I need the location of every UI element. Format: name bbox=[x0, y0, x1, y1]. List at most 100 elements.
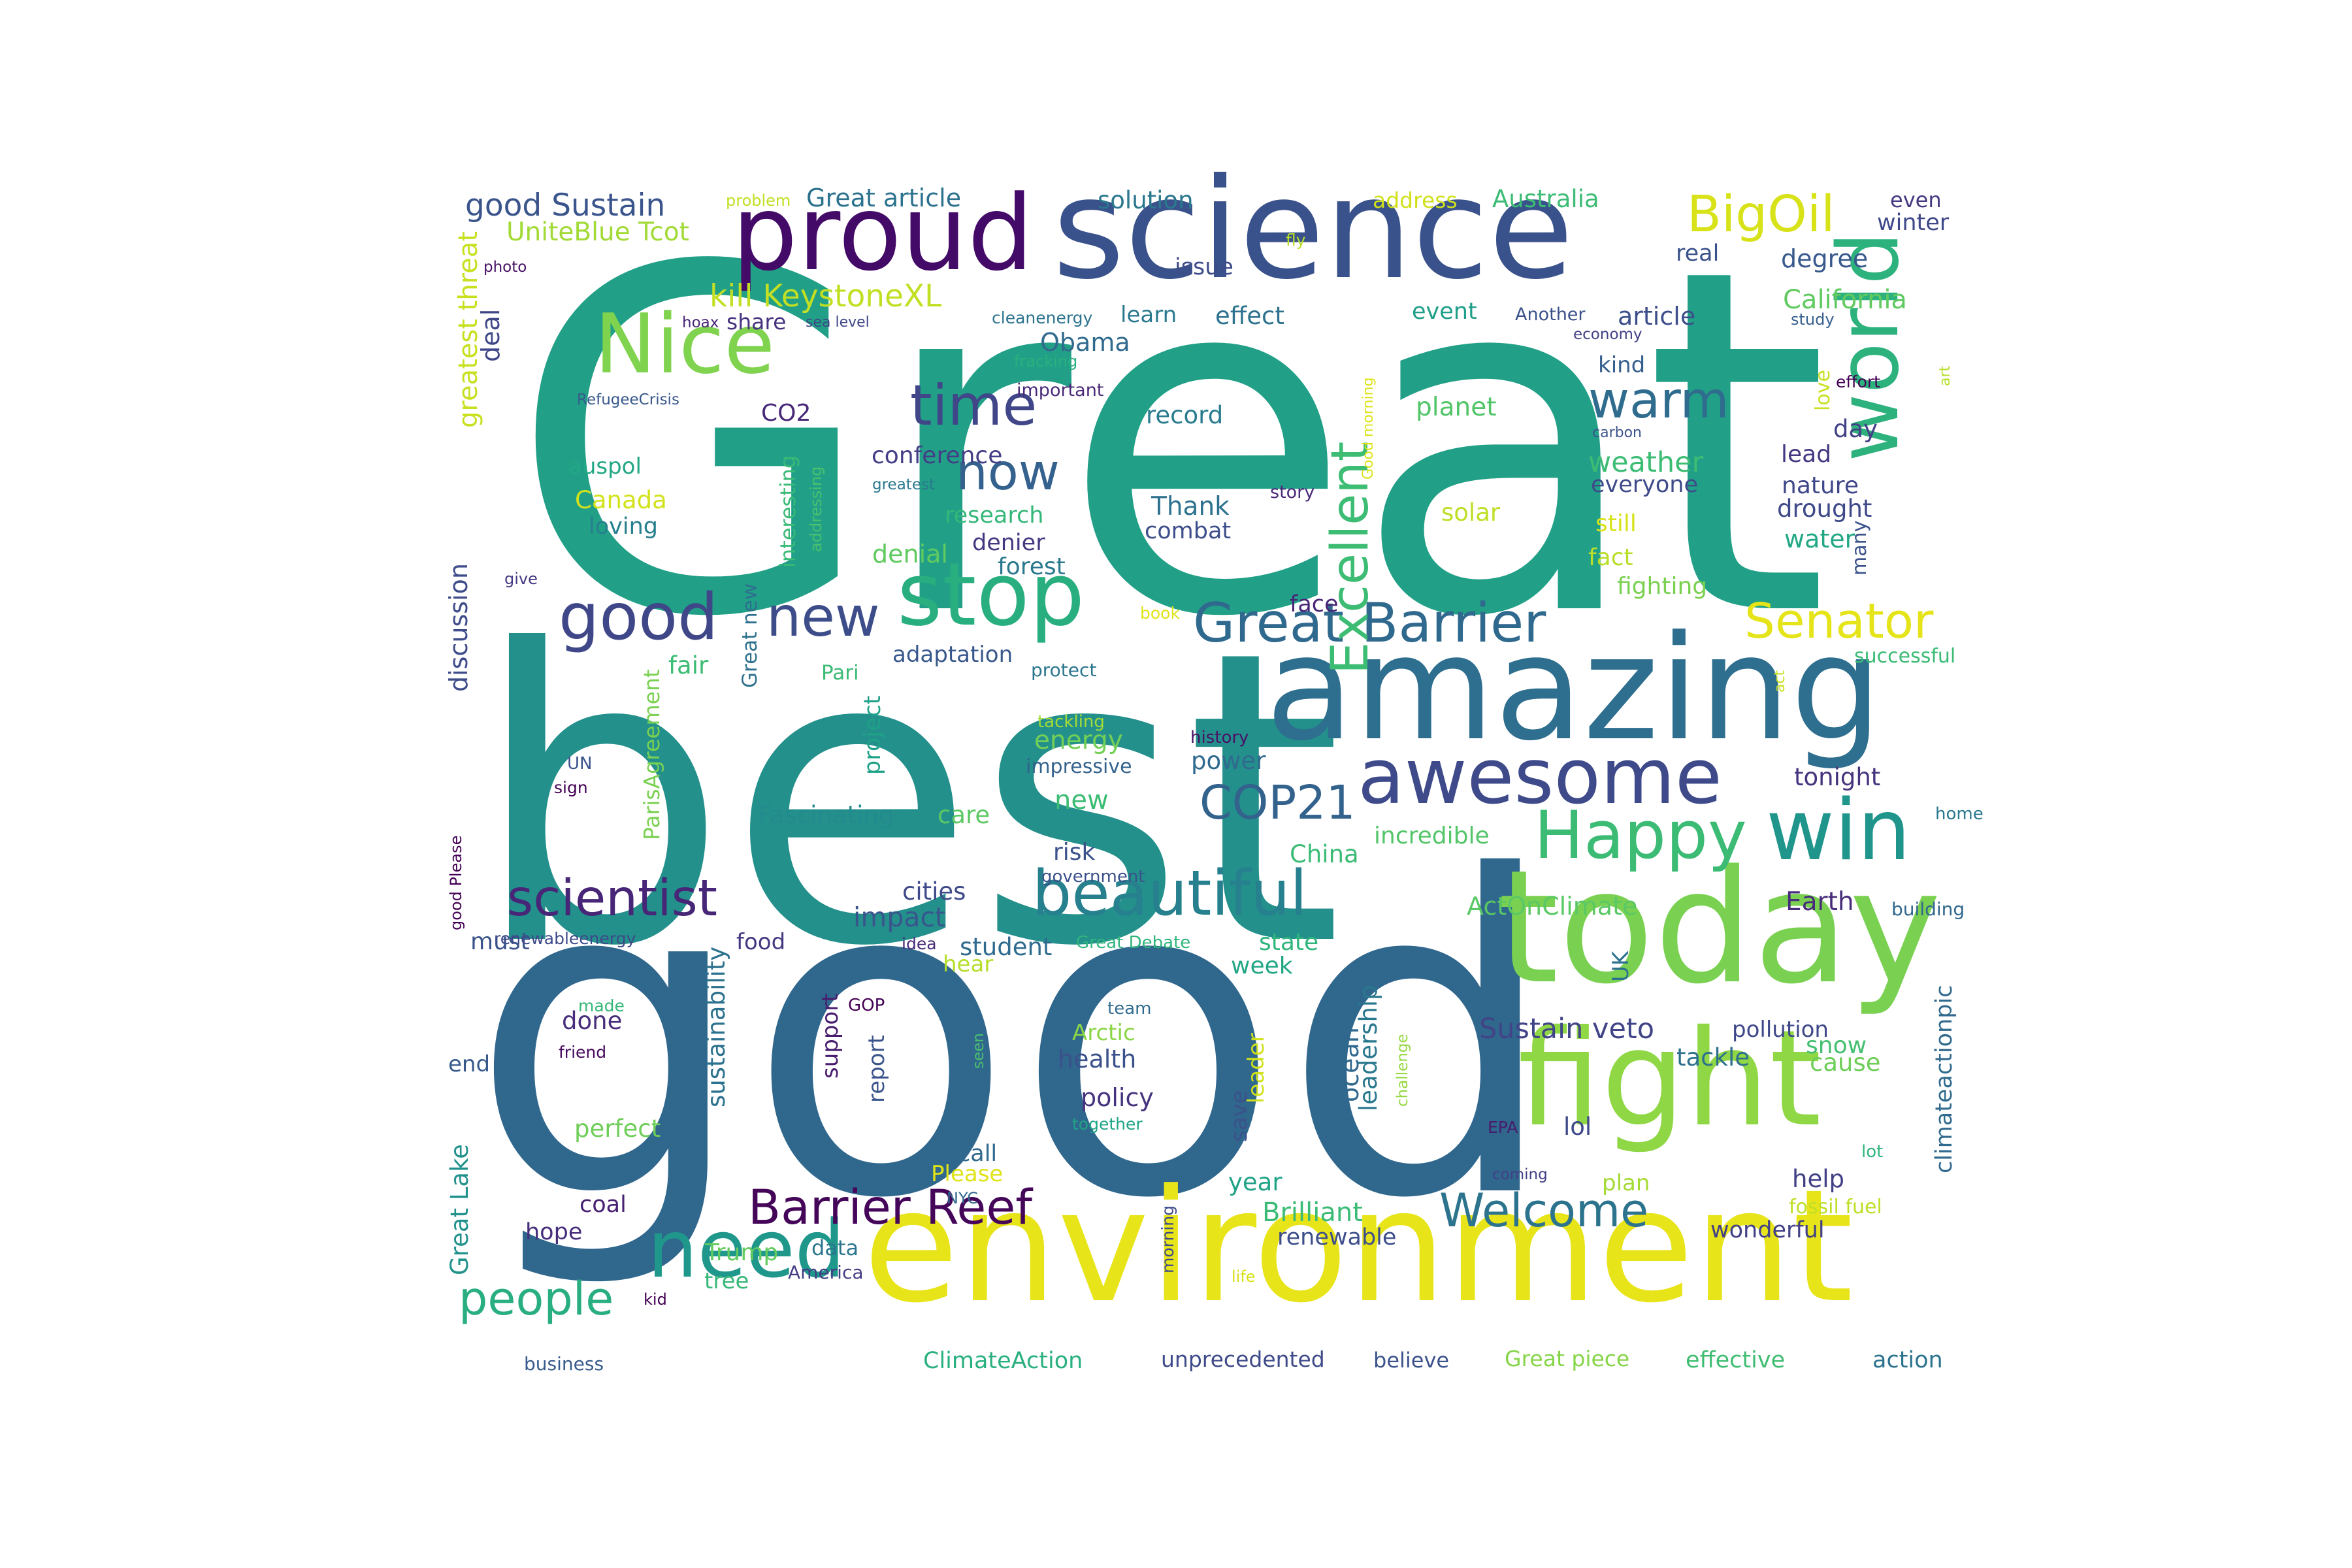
cloud-word: effective bbox=[1686, 1347, 1786, 1373]
cloud-word: Arctic bbox=[1072, 1020, 1135, 1046]
cloud-word: weather bbox=[1588, 446, 1704, 479]
cloud-word: Barrier Reef bbox=[748, 1180, 1032, 1235]
cloud-word: degree bbox=[1781, 244, 1869, 273]
cloud-word: good bbox=[559, 580, 719, 655]
cloud-word: believe bbox=[1373, 1348, 1450, 1373]
cloud-word: climateactionpic bbox=[1931, 985, 1957, 1174]
cloud-word: UniteBlue Tcot bbox=[506, 218, 689, 247]
cloud-word: week bbox=[1231, 953, 1293, 979]
cloud-word: issue bbox=[1175, 254, 1233, 280]
cloud-word: kid bbox=[644, 1290, 667, 1309]
cloud-word: power bbox=[1191, 747, 1266, 775]
cloud-word: sea level bbox=[806, 314, 870, 331]
cloud-word: year bbox=[1228, 1168, 1282, 1196]
cloud-word: good bbox=[470, 785, 1560, 1294]
cloud-word: research bbox=[945, 502, 1044, 529]
cloud-word: incredible bbox=[1374, 823, 1490, 849]
cloud-word: energy bbox=[1034, 726, 1123, 755]
cloud-word: winter bbox=[1877, 210, 1950, 236]
cloud-word: team bbox=[1107, 999, 1152, 1019]
cloud-word: business bbox=[524, 1353, 604, 1375]
cloud-word: Welcome bbox=[1439, 1184, 1649, 1237]
cloud-word: stop bbox=[897, 545, 1085, 645]
cloud-word: lot bbox=[1861, 1142, 1884, 1162]
cloud-word: now bbox=[956, 444, 1060, 502]
cloud-word: photo bbox=[483, 259, 527, 276]
cloud-word: economy bbox=[1573, 326, 1642, 343]
cloud-word: RefugeeCrisis bbox=[577, 391, 679, 408]
cloud-word: nature bbox=[1782, 472, 1859, 499]
cloud-word: CO2 bbox=[761, 400, 811, 427]
cloud-word: ParisAgreement bbox=[639, 669, 664, 840]
cloud-word: BigOil bbox=[1687, 186, 1835, 244]
cloud-word: Another bbox=[1515, 304, 1586, 325]
cloud-word: learn bbox=[1120, 302, 1177, 328]
cloud-word: pollution bbox=[1732, 1017, 1829, 1043]
cloud-word: building bbox=[1891, 898, 1965, 920]
cloud-word: Sustain veto bbox=[1479, 1013, 1655, 1045]
cloud-word: act bbox=[1772, 670, 1788, 693]
cloud-word: beautiful bbox=[1032, 858, 1307, 930]
cloud-word: science bbox=[1053, 148, 1574, 310]
cloud-word: Trump bbox=[705, 1239, 779, 1266]
cloud-word: Great Debate bbox=[1076, 933, 1191, 953]
cloud-word: must bbox=[470, 928, 530, 955]
cloud-word: Australia bbox=[1492, 185, 1599, 213]
cloud-word: tonight bbox=[1794, 763, 1881, 791]
cloud-word: effort bbox=[1836, 372, 1880, 391]
cloud-word: morning bbox=[1158, 1205, 1177, 1273]
cloud-word: environment bbox=[863, 1156, 1854, 1337]
cloud-word: good Sustain bbox=[465, 188, 666, 223]
cloud-word: problem bbox=[726, 191, 791, 210]
cloud-word: win bbox=[1766, 782, 1911, 879]
cloud-word: action bbox=[1872, 1347, 1943, 1373]
cloud-word: Canada bbox=[575, 486, 667, 514]
cloud-word: day bbox=[1833, 415, 1878, 443]
cloud-word: tree bbox=[704, 1268, 749, 1294]
cloud-word: UN bbox=[567, 754, 593, 774]
cloud-word: plan bbox=[1602, 1170, 1650, 1196]
cloud-word: Please bbox=[931, 1161, 1004, 1187]
cloud-word: everyone bbox=[1591, 472, 1699, 498]
cloud-word: fly bbox=[1286, 231, 1306, 250]
cloud-word: Great article bbox=[806, 184, 962, 212]
cloud-word: fight bbox=[1518, 1002, 1821, 1156]
cloud-word: state bbox=[1259, 929, 1319, 956]
cloud-word: best bbox=[472, 566, 1343, 1034]
cloud-word: care bbox=[938, 801, 990, 829]
cloud-word: cause bbox=[1810, 1049, 1881, 1077]
cloud-word: carbon bbox=[1592, 425, 1642, 441]
cloud-word: fighting bbox=[1617, 573, 1708, 600]
cloud-word: China bbox=[1290, 840, 1359, 868]
cloud-word: Obama bbox=[1040, 328, 1130, 357]
cloud-word: greatest threat bbox=[453, 231, 483, 429]
cloud-word: amazing bbox=[1266, 605, 1882, 773]
cloud-word: awesome bbox=[1358, 732, 1722, 821]
cloud-word: end bbox=[448, 1051, 491, 1077]
cloud-word: still bbox=[1595, 510, 1637, 537]
cloud-word: tackling bbox=[1037, 712, 1105, 732]
cloud-word: adaptation bbox=[892, 642, 1013, 668]
cloud-word: report bbox=[864, 1035, 890, 1103]
cloud-word: renewable bbox=[1277, 1224, 1397, 1250]
cloud-word: denial bbox=[872, 540, 948, 568]
cloud-word: kill KeystoneXL bbox=[710, 278, 942, 314]
cloud-word: renewableenergy bbox=[494, 929, 636, 948]
cloud-word: event bbox=[1412, 299, 1477, 325]
cloud-word: good Please bbox=[447, 836, 465, 931]
cloud-word: risk bbox=[1053, 839, 1096, 866]
cloud-word: sustainability bbox=[702, 947, 730, 1108]
cloud-word: coming bbox=[1492, 1166, 1548, 1183]
cloud-word: coal bbox=[580, 1192, 627, 1218]
cloud-word: greatest bbox=[872, 476, 935, 493]
cloud-word: successful bbox=[1854, 645, 1956, 668]
cloud-word: call bbox=[958, 1141, 998, 1167]
cloud-word: lead bbox=[1781, 441, 1832, 468]
cloud-word: impact bbox=[853, 902, 946, 933]
cloud-word: GOP bbox=[848, 996, 885, 1015]
cloud-word: real bbox=[1676, 240, 1720, 267]
cloud-word: love bbox=[1812, 370, 1835, 411]
cloud-word: book bbox=[1140, 604, 1180, 623]
cloud-word: EPA bbox=[1488, 1118, 1518, 1137]
